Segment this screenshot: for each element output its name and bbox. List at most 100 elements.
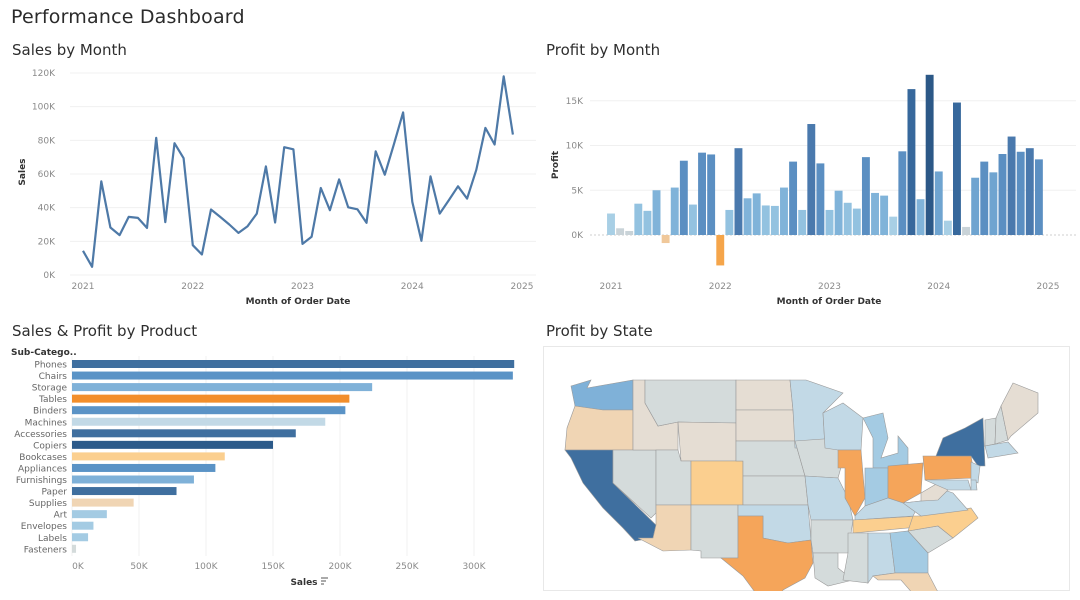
sales-line[interactable] bbox=[82, 75, 514, 268]
product-bar[interactable] bbox=[72, 498, 134, 507]
profit-bar[interactable] bbox=[798, 209, 807, 235]
sales-point[interactable] bbox=[246, 224, 250, 228]
profit-bar[interactable] bbox=[716, 235, 725, 266]
profit-bar[interactable] bbox=[780, 187, 788, 235]
profit-bar[interactable] bbox=[816, 163, 825, 235]
sales-point[interactable] bbox=[136, 216, 140, 220]
profit-bar[interactable] bbox=[725, 209, 734, 235]
state-mi[interactable] bbox=[862, 412, 909, 469]
product-bar[interactable] bbox=[72, 521, 94, 530]
sales-point[interactable] bbox=[108, 226, 112, 230]
sales-point[interactable] bbox=[182, 156, 186, 160]
sales-point[interactable] bbox=[429, 174, 433, 178]
sales-profit-by-product-chart[interactable]: Sub-Catego.. 0K 50K 100K 150K 200K 250K 300K Sal… bbox=[0, 340, 540, 600]
sales-point[interactable] bbox=[282, 145, 286, 149]
product-bar[interactable] bbox=[72, 510, 107, 519]
profit-bar[interactable] bbox=[661, 235, 670, 244]
profit-bar[interactable] bbox=[861, 157, 870, 235]
sales-point[interactable] bbox=[511, 133, 515, 137]
state-ny[interactable] bbox=[935, 417, 986, 467]
sales-point[interactable] bbox=[291, 147, 295, 151]
sales-point[interactable] bbox=[236, 231, 240, 235]
sales-point[interactable] bbox=[255, 212, 259, 216]
profit-bar[interactable] bbox=[1034, 159, 1043, 235]
sales-point[interactable] bbox=[200, 252, 204, 256]
state-mt[interactable] bbox=[644, 379, 737, 427]
profit-bar[interactable] bbox=[889, 216, 898, 235]
state-me[interactable] bbox=[1000, 382, 1039, 441]
sort-descending-icon[interactable] bbox=[321, 577, 328, 585]
sales-point[interactable] bbox=[310, 235, 314, 239]
profit-bar[interactable] bbox=[625, 230, 634, 235]
sales-point[interactable] bbox=[127, 215, 131, 219]
profit-bar[interactable] bbox=[834, 190, 843, 235]
sales-point[interactable] bbox=[474, 168, 478, 172]
state-oh[interactable] bbox=[887, 462, 924, 504]
product-bar[interactable] bbox=[72, 463, 216, 472]
state-wi[interactable] bbox=[822, 402, 864, 451]
state-ga[interactable] bbox=[889, 530, 929, 574]
sales-point[interactable] bbox=[456, 184, 460, 188]
state-ar[interactable] bbox=[810, 519, 854, 554]
sales-point[interactable] bbox=[99, 179, 103, 183]
state-ma[interactable] bbox=[984, 441, 1019, 459]
state-wy[interactable] bbox=[677, 421, 737, 462]
state-fl[interactable] bbox=[872, 572, 943, 591]
profit-bar[interactable] bbox=[807, 124, 816, 235]
sales-point[interactable] bbox=[154, 136, 158, 140]
sales-point[interactable] bbox=[502, 74, 506, 78]
sales-point[interactable] bbox=[273, 220, 277, 224]
profit-bar[interactable] bbox=[953, 102, 961, 235]
profit-bar[interactable] bbox=[761, 205, 770, 235]
sales-point[interactable] bbox=[90, 265, 94, 269]
product-bar[interactable] bbox=[72, 452, 225, 461]
sales-point[interactable] bbox=[145, 226, 149, 230]
profit-bar[interactable] bbox=[1007, 136, 1016, 235]
sales-point[interactable] bbox=[383, 173, 387, 177]
state-or[interactable] bbox=[564, 405, 634, 451]
sales-point[interactable] bbox=[209, 208, 213, 212]
state-tx[interactable] bbox=[720, 515, 814, 591]
sales-point[interactable] bbox=[438, 212, 442, 216]
profit-bar[interactable] bbox=[980, 161, 989, 235]
sales-point[interactable] bbox=[355, 207, 359, 211]
profit-bar[interactable] bbox=[907, 89, 916, 236]
profit-bar[interactable] bbox=[634, 203, 643, 235]
profit-bar[interactable] bbox=[743, 198, 752, 235]
product-bar[interactable] bbox=[72, 475, 194, 484]
sales-point[interactable] bbox=[374, 149, 378, 153]
state-il[interactable] bbox=[837, 449, 866, 517]
state-nd[interactable] bbox=[735, 379, 794, 411]
state-wa[interactable] bbox=[570, 379, 634, 411]
profit-bar[interactable] bbox=[898, 151, 907, 235]
profit-bar[interactable] bbox=[698, 152, 706, 235]
profit-bar[interactable] bbox=[734, 148, 743, 235]
sales-point[interactable] bbox=[419, 239, 423, 243]
sales-point[interactable] bbox=[227, 223, 231, 227]
profit-bar[interactable] bbox=[789, 161, 798, 235]
profit-bar[interactable] bbox=[943, 220, 952, 235]
product-bar[interactable] bbox=[72, 371, 513, 380]
product-bar[interactable] bbox=[72, 429, 296, 438]
profit-bar[interactable] bbox=[925, 74, 934, 235]
profit-bar[interactable] bbox=[989, 172, 998, 235]
state-vt[interactable] bbox=[984, 417, 997, 447]
sales-point[interactable] bbox=[483, 126, 487, 130]
profit-bar[interactable] bbox=[971, 177, 980, 235]
state-ms[interactable] bbox=[842, 532, 869, 584]
sales-point[interactable] bbox=[172, 141, 176, 145]
sales-point[interactable] bbox=[218, 215, 222, 219]
sales-by-month-chart[interactable]: 0K 20K 40K 60K 80K 100K 120K 2021 2022 2023 2024 20… bbox=[0, 60, 540, 310]
profit-bar[interactable] bbox=[752, 193, 761, 235]
sales-point[interactable] bbox=[328, 208, 332, 212]
product-bar[interactable] bbox=[72, 440, 273, 449]
profit-bar[interactable] bbox=[934, 171, 943, 235]
sales-point[interactable] bbox=[118, 233, 122, 237]
state-sd[interactable] bbox=[735, 409, 796, 442]
profit-bar[interactable] bbox=[679, 160, 688, 235]
sales-point[interactable] bbox=[410, 200, 414, 204]
profit-bar[interactable] bbox=[1016, 151, 1025, 235]
state-nm[interactable] bbox=[690, 504, 739, 559]
state-ks[interactable] bbox=[742, 475, 809, 506]
sales-point[interactable] bbox=[163, 220, 167, 224]
